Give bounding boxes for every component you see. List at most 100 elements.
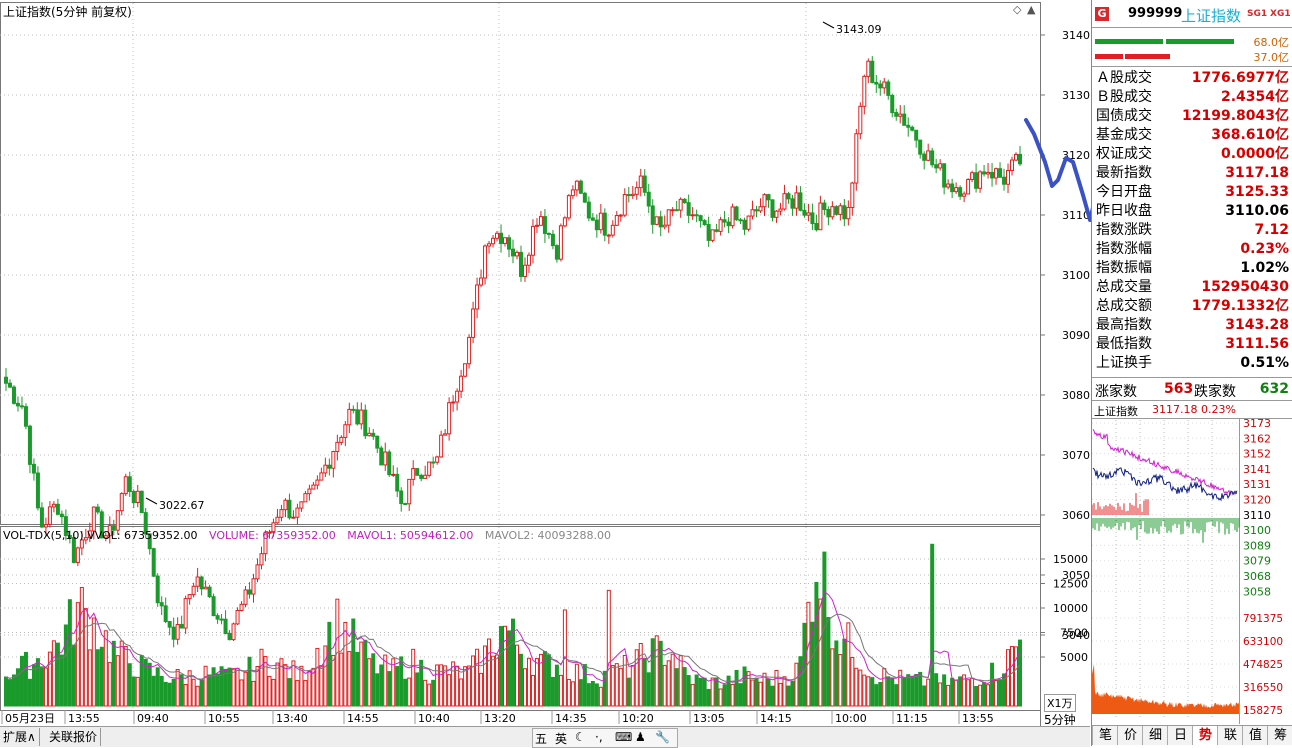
volume-bar [886,676,891,707]
candle [387,449,392,477]
volume-bar [487,638,492,707]
candle [79,531,84,556]
volume-bar [754,677,759,707]
volume-bar [511,618,515,707]
ime-tool-1[interactable]: 英 [555,732,568,746]
volume-bar [826,617,831,707]
volume-bar [522,668,527,707]
mini-price-tick: 3089 [1243,539,1271,552]
main-chart[interactable]: 3140313031203110310030903080307030603050… [0,0,1091,746]
volume-bar [890,677,895,707]
volume-bar [838,654,843,707]
candle [958,185,963,200]
volume-bar [790,680,795,707]
panel-tab[interactable]: 筹 [1267,726,1292,745]
candle [542,209,547,243]
candle [215,613,220,624]
ime-tool-2[interactable]: ☾ [575,730,586,744]
price-tick-label: 3110 [1062,209,1090,222]
volume-bar [830,648,835,707]
candle [518,245,523,282]
diamond-icon[interactable]: ◇ [1013,3,1022,16]
volume-bar [630,665,635,707]
volume-bar [722,684,727,707]
candle [886,79,891,100]
volume-bar [75,602,80,707]
volume-bar [303,680,308,707]
volume-bar [183,683,188,707]
triangle-icon[interactable]: ▲ [1027,3,1036,16]
candle [247,582,252,599]
volume-bar [47,651,52,707]
volume-bar [706,688,711,707]
candle [111,519,116,536]
candle [866,58,871,84]
period-label[interactable]: 5分钟 [1044,713,1076,727]
price-tick-label: 3090 [1062,329,1090,342]
mini-volume-tick: 316550 [1243,682,1283,694]
volume-bar [942,674,947,707]
volume-bar [870,677,875,707]
time-tick-label: 13:55 [962,712,994,725]
candle [762,193,767,217]
candle [1010,156,1015,176]
expand-button[interactable]: 扩展∧ [0,728,40,746]
volume-bar [87,649,92,707]
badge-g[interactable]: G [1095,7,1109,21]
ime-tool-0[interactable]: 五 [535,732,548,746]
candle [119,492,124,516]
panel-tab[interactable]: 细 [1142,726,1168,745]
volume-bar [654,635,659,707]
candle [447,397,452,441]
volume-bar [439,664,444,707]
candle [271,518,276,537]
stat-label: 最新指数 [1096,165,1152,181]
volume-bar [922,685,927,707]
mini-price: 3117.18 [1152,403,1198,416]
tag-sg1[interactable]: SG1 [1247,9,1268,19]
panel-tab[interactable]: 笔 [1092,726,1118,745]
ime-tool-4[interactable]: ⌨ [615,730,633,744]
panel-tab[interactable]: 值 [1242,726,1268,745]
candle [499,224,504,253]
ime-tool-6[interactable]: 🔧 [655,730,670,744]
chart-title: 上证指数(5分钟 前复权) [3,5,132,19]
volume-bar [459,678,464,707]
bar-red-a [1095,54,1123,59]
related-quote-button[interactable]: 关联报价 [46,728,102,746]
candle [634,181,639,200]
volume-bar [898,669,903,707]
volume-bar [786,685,791,707]
mini-intraday-chart[interactable]: 3173 3162 3152 3141 3131 3120 3110 3100 3089 3079… [1092,418,1292,724]
candle [922,151,927,170]
candle [882,77,887,94]
candle [135,484,140,508]
time-tick-label: 14:35 [555,712,587,725]
panel-tab[interactable]: 价 [1117,726,1143,745]
volume-bar [107,662,112,707]
volume-bar [491,655,496,707]
candle [790,194,795,216]
candle [842,198,847,227]
volume-bar [646,672,651,707]
mini-price-tick: 3173 [1243,418,1271,430]
candle [11,385,16,405]
volume-bar [750,679,755,707]
volume-bar [367,658,372,707]
candle [766,193,771,208]
panel-tab[interactable]: 势 [1192,726,1218,745]
candle [530,219,535,264]
candle [507,234,512,258]
panel-tab[interactable]: 日 [1167,726,1193,745]
svg-text:3143.09: 3143.09 [836,23,882,36]
candle [211,593,216,617]
panel-tab[interactable]: 联 [1217,726,1243,745]
mini-volume-tick: 791375 [1243,613,1283,625]
tag-xg1[interactable]: XG1 [1270,9,1291,19]
candle [910,125,915,132]
volume-indicator[interactable]: VOL-TDX(5,10) [3,529,84,542]
candle [415,468,420,476]
ime-tool-5[interactable]: ♟ [635,730,646,744]
candle [934,158,939,174]
ime-tool-3[interactable]: ·, [595,730,603,744]
